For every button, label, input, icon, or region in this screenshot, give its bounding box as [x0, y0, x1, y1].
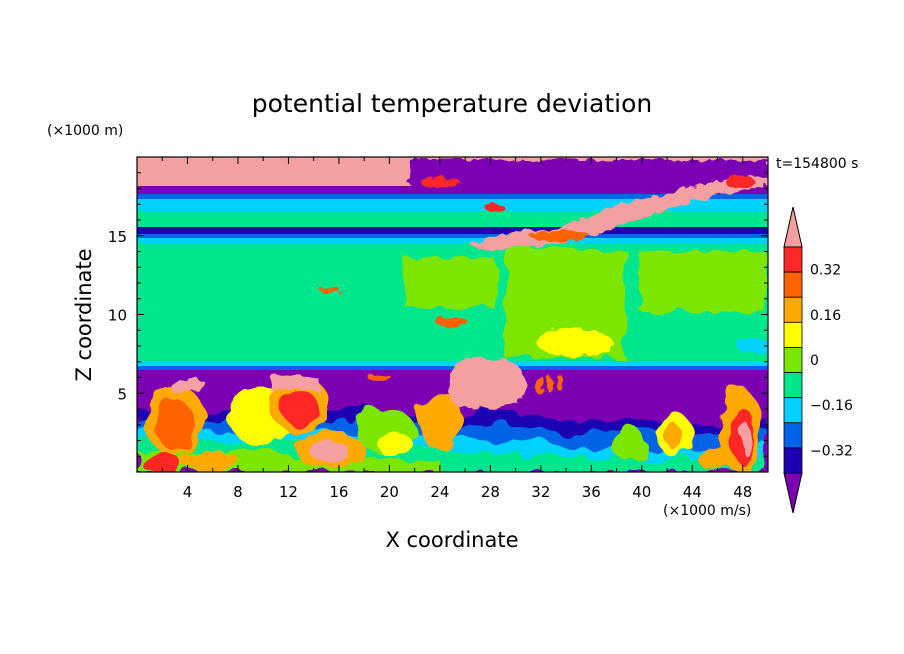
upper-band-purple: [410, 160, 768, 192]
x-unit-label: (×1000 m/s): [663, 503, 751, 519]
y-unit-label: (×1000 m): [47, 123, 123, 139]
band-blue-17: [137, 194, 768, 199]
boundary-layer: [137, 377, 768, 472]
upper-streaks: [420, 176, 755, 212]
colorbar-swatch: [783, 246, 803, 273]
colorbar-swatch: [783, 321, 803, 348]
cyan-patch: [737, 339, 768, 353]
upper-plume-edge: [530, 230, 590, 242]
colorbar-swatch: [783, 347, 803, 373]
time-label: t=154800 s: [776, 156, 858, 172]
band-green-16: [137, 211, 768, 227]
thermal-plume: [447, 358, 527, 410]
lightgreen-patch-2: [640, 252, 765, 312]
colorbar-tick-label: −0.32: [810, 443, 853, 459]
lightgreen-patch-3: [405, 258, 495, 308]
x-axis: 4 8 12 16 20 24 28 32 36 40 44 48: [161, 157, 752, 501]
x-tick-label: 8: [233, 483, 243, 501]
band-blue-15: [137, 234, 768, 238]
yellow-patch: [537, 329, 613, 357]
x-tick-label: 36: [582, 483, 601, 501]
x-axis-label: X coordinate: [385, 528, 518, 552]
band-cyan-14: [137, 238, 768, 243]
mid-layer-streaks: [320, 286, 563, 395]
x-tick-label: 40: [632, 483, 651, 501]
colorbar-top-arrow: [783, 206, 803, 248]
x-tick-label: 24: [430, 483, 449, 501]
y-axis-label: Z coordinate: [72, 248, 96, 381]
colorbar-swatch: [783, 447, 803, 474]
y-axis: 5 10 15: [108, 172, 768, 457]
x-tick-label: 28: [481, 483, 500, 501]
colorbar: 0.32 0.16 0 −0.16 −0.32: [783, 206, 853, 514]
colorbar-swatch: [783, 271, 803, 298]
band-cyan-6: [137, 361, 768, 366]
band-purple-18: [137, 186, 768, 194]
contour-field: [137, 157, 768, 472]
x-tick-label: 32: [531, 483, 550, 501]
left-plumes: [170, 374, 320, 392]
colorbar-tick-label: −0.16: [810, 398, 853, 414]
colorbar-swatch: [783, 372, 803, 399]
y-tick-label: 5: [117, 385, 127, 403]
colorbar-tick-label: 0.16: [810, 308, 841, 324]
x-tick-label: 16: [329, 483, 348, 501]
y-tick-label: 10: [108, 307, 127, 325]
colorbar-tick-label: 0.32: [810, 263, 841, 279]
x-tick-label: 4: [183, 483, 193, 501]
colorbar-swatch: [783, 397, 803, 424]
colorbar-swatch: [783, 422, 803, 449]
x-tick-label: 12: [279, 483, 298, 501]
chart-title: potential temperature deviation: [252, 89, 652, 118]
colorbar-bottom-arrow: [783, 472, 803, 514]
band-navy-15: [137, 227, 768, 234]
x-tick-label: 48: [733, 483, 752, 501]
y-tick-label: 15: [108, 228, 127, 246]
x-tick-label: 44: [683, 483, 702, 501]
x-tick-label: 20: [380, 483, 399, 501]
colorbar-swatch: [783, 296, 803, 323]
colorbar-tick-label: 0: [810, 353, 819, 369]
